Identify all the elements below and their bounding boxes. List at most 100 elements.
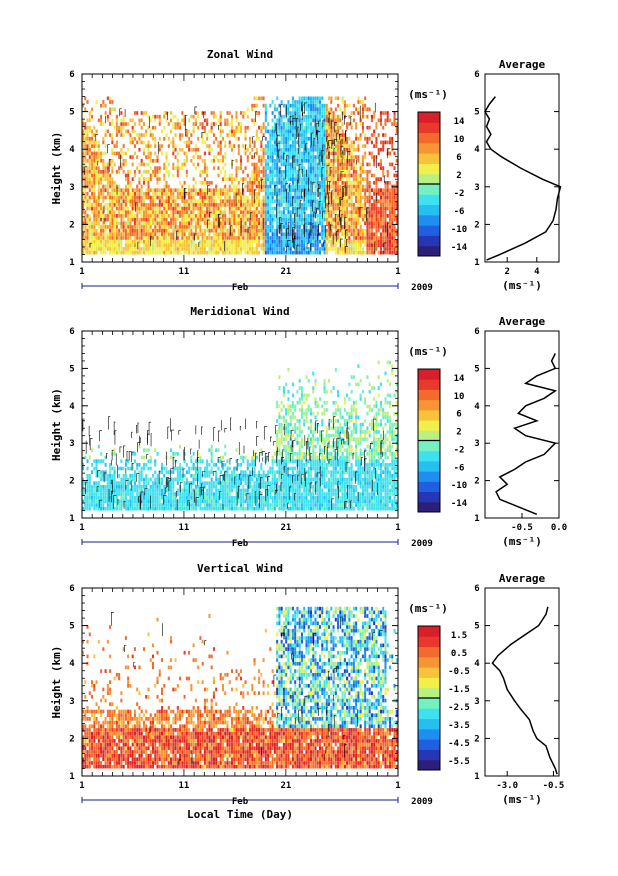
heatmap-cell [156, 484, 159, 489]
heatmap-cell [325, 151, 328, 156]
heatmap-cell [124, 214, 127, 218]
heatmap-cell [111, 228, 114, 233]
heatmap-cell [190, 232, 193, 237]
contour-segment [274, 184, 277, 196]
heatmap-cell [303, 243, 306, 248]
heatmap-cell [224, 155, 227, 159]
heatmap-cell [158, 232, 161, 237]
heatmap-cell [294, 140, 297, 145]
heatmap-cell [228, 140, 231, 145]
heatmap-cell [384, 206, 387, 211]
contour-segment [340, 214, 343, 228]
heatmap-cell [158, 484, 161, 489]
heatmap-cell [201, 232, 204, 237]
heatmap-cell [176, 506, 179, 511]
contour-segment [329, 167, 332, 176]
heatmap-cell [215, 225, 218, 229]
heatmap-cell [109, 236, 112, 240]
heatmap-cell [113, 144, 116, 148]
heatmap-cell [113, 107, 116, 112]
heatmap-cell [136, 155, 139, 159]
heatmap-cell [131, 506, 134, 511]
heatmap-cell [192, 206, 195, 211]
heatmap-cell [357, 243, 360, 248]
heatmap-cell [102, 232, 105, 237]
heatmap-cell [314, 199, 317, 204]
heatmap-cell [237, 228, 240, 233]
heatmap-cell [133, 481, 136, 485]
heatmap-cell [280, 118, 283, 123]
heatmap-cell [115, 184, 118, 189]
heatmap-cell [172, 470, 175, 474]
heatmap-cell [88, 481, 91, 485]
heatmap-cell [106, 188, 109, 193]
heatmap-cell [154, 140, 157, 145]
heatmap-cell [181, 225, 184, 229]
heatmap-cell [296, 103, 299, 108]
heatmap-cell [388, 192, 392, 196]
heatmap-cell [183, 228, 186, 233]
heatmap-cell [267, 166, 270, 170]
heatmap-cell [104, 477, 107, 482]
heatmap-cell [264, 184, 267, 189]
heatmap-cell [210, 125, 213, 130]
heatmap-cell [276, 169, 279, 174]
heatmap-cell [269, 144, 272, 148]
heatmap-cell [97, 495, 100, 500]
heatmap-cell [334, 184, 337, 189]
heatmap-cell [192, 125, 195, 130]
heatmap-cell [294, 155, 297, 159]
heatmap-cell [348, 184, 351, 189]
heatmap-cell [280, 122, 283, 126]
heatmap-cell [253, 169, 256, 174]
heatmap-cell [343, 192, 346, 196]
heatmap-cell [341, 180, 344, 185]
heatmap-cell [194, 221, 197, 226]
heatmap-cell [382, 221, 385, 226]
heatmap-cell [170, 206, 173, 211]
heatmap-cell [298, 195, 301, 200]
heatmap-cell [167, 495, 170, 500]
heatmap-cell [294, 188, 297, 193]
heatmap-cell [321, 199, 324, 204]
heatmap-cell [188, 243, 191, 248]
heatmap-cell [86, 151, 89, 156]
heatmap-cell [388, 236, 392, 240]
heatmap-cell [303, 206, 306, 211]
heatmap-cell [298, 243, 301, 248]
heatmap-cell [133, 477, 136, 482]
heatmap-cell [82, 239, 85, 244]
heatmap-cell [183, 118, 186, 123]
heatmap-cell [393, 199, 396, 204]
heatmap-cell [124, 192, 127, 196]
heatmap-cell [361, 166, 364, 170]
heatmap-cell [235, 243, 238, 248]
heatmap-cell [124, 151, 127, 156]
heatmap-cell [111, 225, 114, 229]
heatmap-cell [368, 236, 371, 240]
heatmap-cell [172, 228, 175, 233]
heatmap-cell [82, 221, 85, 226]
heatmap-cell [382, 192, 385, 196]
heatmap-cell [346, 214, 349, 218]
heatmap-cell [84, 107, 87, 112]
heatmap-cell [179, 188, 182, 193]
heatmap-cell [337, 140, 340, 145]
heatmap-cell [330, 136, 333, 141]
heatmap-cell [343, 206, 346, 211]
heatmap-cell [316, 103, 319, 108]
heatmap-cell [102, 247, 105, 251]
heatmap-cell [271, 155, 274, 159]
heatmap-cell [179, 243, 182, 248]
heatmap-cell [111, 203, 114, 207]
heatmap-cell [373, 203, 376, 207]
heatmap-cell [364, 169, 367, 174]
colorbar-swatch [418, 142, 440, 154]
heatmap-cell [276, 221, 279, 226]
heatmap-cell [253, 173, 256, 178]
heatmap-cell [348, 136, 351, 141]
heatmap-cell [82, 173, 85, 178]
heatmap-cell [165, 111, 168, 115]
heatmap-cell [102, 173, 105, 178]
heatmap-cell [271, 228, 274, 233]
